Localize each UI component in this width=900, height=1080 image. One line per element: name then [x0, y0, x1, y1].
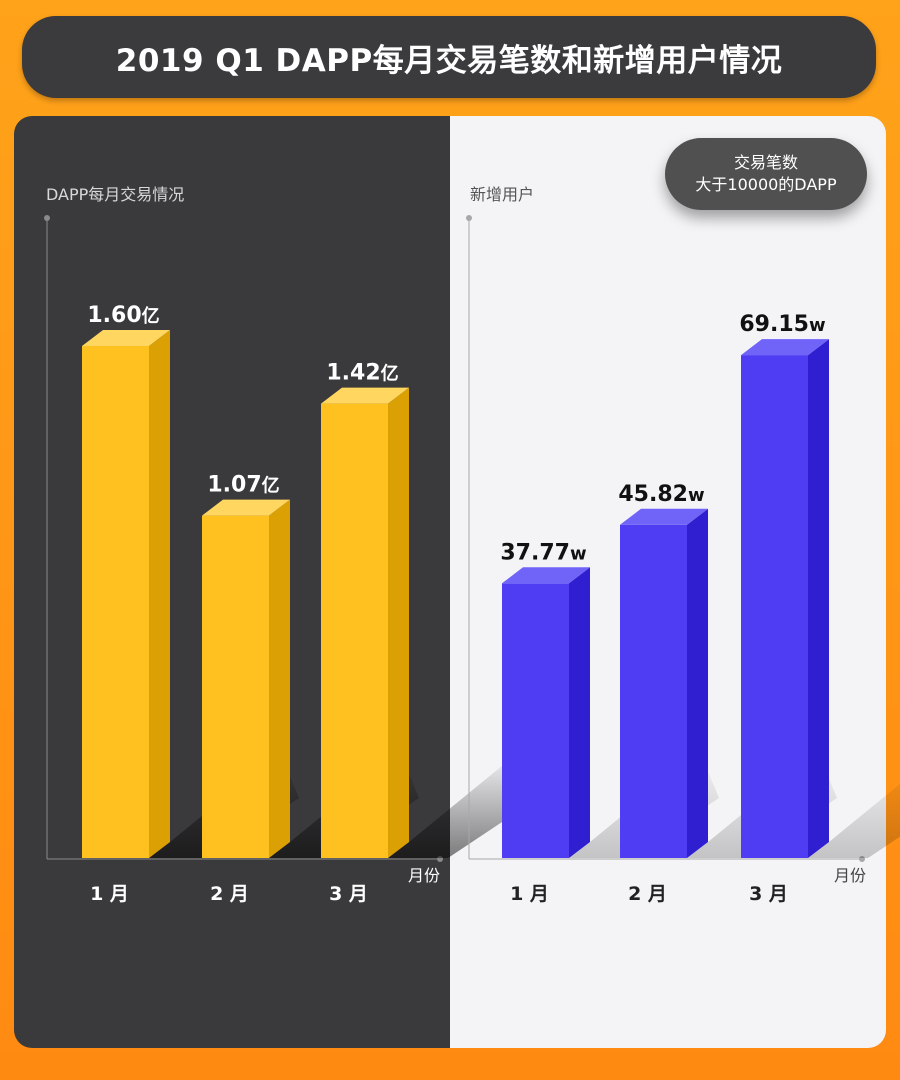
left-bar-top-1	[82, 330, 170, 346]
left-category-label-1: 1 月	[90, 883, 129, 905]
right-value-label-1: 37.77w	[500, 540, 586, 565]
left-value-label-3: 1.42亿	[326, 361, 398, 386]
left-bar-side-3	[388, 387, 409, 858]
left-bar-shadow-3	[388, 752, 538, 858]
left-bar-side-1	[149, 330, 170, 858]
badge-line2: 大于10000的DAPP	[695, 175, 837, 194]
right-bar-side-1	[569, 567, 590, 858]
left-x-axis-label: 月份	[408, 866, 440, 885]
left-value-label-1: 1.60亿	[87, 303, 159, 328]
right-category-label-2: 2 月	[628, 883, 667, 905]
right-category-label-3: 3 月	[749, 883, 788, 905]
right-bar-side-3	[808, 339, 829, 858]
right-bar-top-1	[502, 567, 590, 584]
left-bars: 1.60亿 1 月 1.07亿 2 月 1.42亿 3 月	[82, 303, 538, 905]
left-y-axis-label: DAPP每月交易情况	[46, 185, 184, 204]
right-bar-1	[502, 583, 569, 858]
right-bar-top-2	[620, 508, 708, 525]
right-y-axis-end	[466, 215, 472, 221]
right-bar-side-2	[687, 508, 708, 858]
right-value-label-3: 69.15w	[739, 312, 825, 337]
right-bar-shadow-3	[808, 783, 900, 858]
right-bar-top-3	[741, 339, 829, 356]
right-bar-3	[741, 355, 808, 858]
right-y-axis-label: 新增用户	[470, 185, 534, 204]
right-category-label-1: 1 月	[510, 883, 549, 905]
left-category-label-2: 2 月	[210, 883, 249, 905]
left-bar-1	[82, 346, 149, 858]
left-category-label-3: 3 月	[329, 883, 368, 905]
chart-title: 2019 Q1 DAPP每月交易笔数和新增用户情况	[115, 42, 783, 79]
left-bar-3	[321, 403, 388, 858]
right-chart: 新增用户 月份 37.77w 1 月 45.82w 2 月 69.15w 3 月	[466, 185, 900, 905]
right-x-axis-label: 月份	[834, 866, 866, 885]
left-bar-top-2	[202, 499, 290, 516]
right-bar-2	[620, 524, 687, 858]
left-chart: DAPP每月交易情况 月份 1.60亿 1 月 1.07亿 2 月 1.42亿 3 月	[44, 185, 538, 905]
left-value-label-2: 1.07亿	[207, 473, 279, 498]
filter-badge: 交易笔数 大于10000的DAPP	[665, 138, 867, 210]
right-value-label-2: 45.82w	[618, 482, 704, 507]
left-bar-top-3	[321, 387, 409, 404]
title-bar: 2019 Q1 DAPP每月交易笔数和新增用户情况	[22, 16, 876, 98]
right-bars: 37.77w 1 月 45.82w 2 月 69.15w 3 月	[500, 312, 900, 905]
left-y-axis-end	[44, 215, 50, 221]
left-bar-2	[202, 515, 269, 858]
left-bar-side-2	[269, 499, 290, 858]
badge-line1: 交易笔数	[733, 153, 798, 172]
